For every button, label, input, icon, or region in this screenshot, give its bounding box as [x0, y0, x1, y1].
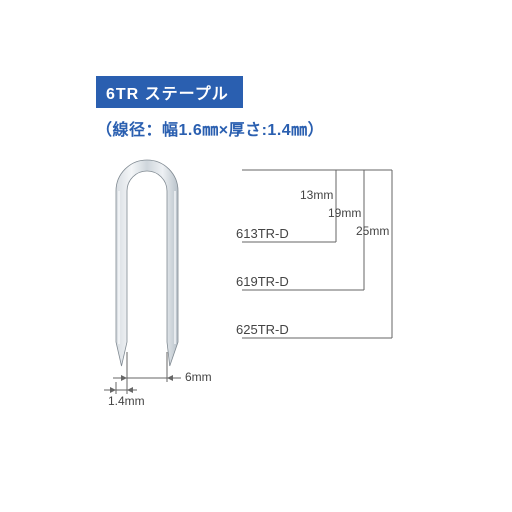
model-label: 619TR-D	[236, 274, 289, 289]
diagram-svg	[0, 0, 512, 512]
diagram-canvas: 6mm 1.4mm 13mm 613TR-D 19mm 619TR-D 25mm 625TR-…	[0, 0, 512, 512]
length-label: 19mm	[328, 206, 361, 220]
model-label: 625TR-D	[236, 322, 289, 337]
length-label: 13mm	[300, 188, 333, 202]
model-label: 613TR-D	[236, 226, 289, 241]
foot-width-label: 6mm	[185, 370, 212, 384]
staple-shape	[116, 160, 178, 366]
thickness-label: 1.4mm	[108, 394, 145, 408]
figure-root: 6TR ステープル （線径：幅1.6㎜×厚さ:1.4㎜） 6mm1.4mm13m…	[0, 0, 512, 512]
length-label: 25mm	[356, 224, 389, 238]
